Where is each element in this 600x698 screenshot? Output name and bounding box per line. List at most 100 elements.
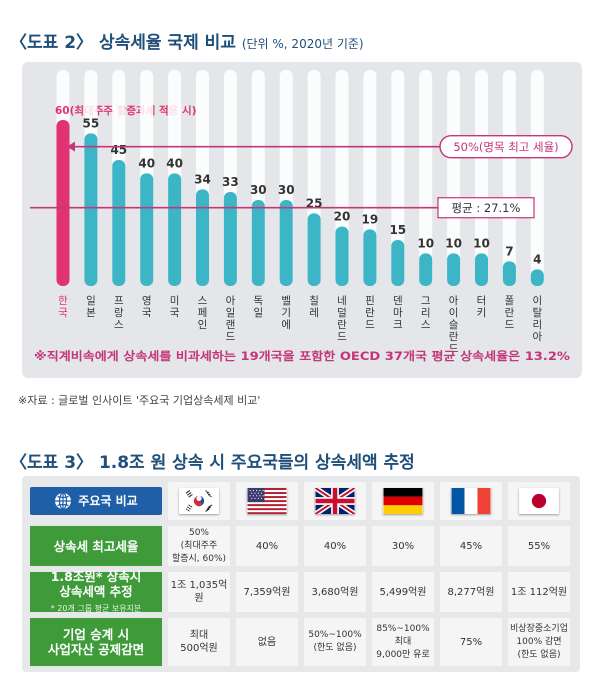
bar-value-label: 19 — [362, 212, 379, 226]
bar-track — [530, 70, 544, 286]
bar-value-label: 20 — [334, 210, 351, 224]
bar-group-8: 30 벨 기 에 — [278, 70, 295, 331]
table-cell: 1조 1,035억원 — [168, 572, 230, 612]
bar-track — [475, 70, 488, 286]
globe-icon — [55, 492, 72, 510]
table-cell: 최대 500억원 — [168, 618, 230, 666]
bar — [502, 261, 516, 286]
table-cell: 40% — [236, 526, 298, 566]
france-flag-icon — [451, 488, 491, 514]
country-flag-cell — [236, 482, 298, 520]
bar — [335, 226, 349, 286]
bar-value-label: 10 — [473, 236, 490, 250]
bar-value-label: 30 — [250, 183, 267, 197]
bar — [307, 213, 321, 286]
bar-group-9: 25 칠 레 — [306, 70, 323, 319]
table-cell: 7,359억원 — [236, 572, 298, 612]
bar — [251, 200, 265, 286]
table-cell: 55% — [508, 526, 570, 566]
bar — [56, 120, 70, 286]
table-cell: 85%~100% 최대 9,000만 유로 — [372, 618, 434, 666]
reference-label-box — [437, 197, 535, 219]
bar — [363, 229, 377, 286]
table-cell: 8,277억원 — [440, 572, 502, 612]
bar-group-5: 34 스 페 인 — [194, 70, 211, 331]
bar-value-label: 40 — [138, 156, 155, 170]
comparison-table: 주요국 비교 상속세 최고세율 50% (최대주주 할증시, 60%) 40% 40% 3… — [22, 476, 580, 672]
table-cell: 3,680억원 — [304, 572, 366, 612]
bar-group-14: 10 아 이 슬 란 드 — [445, 70, 462, 355]
bar-value-label: 25 — [306, 196, 323, 210]
bar — [530, 269, 544, 286]
japan-flag-icon — [519, 488, 559, 514]
table-cell: 50% (최대주주 할증시, 60%) — [168, 526, 230, 566]
bar-group-2: 45 프 랑 스 — [110, 70, 127, 331]
uk-flag-icon — [315, 488, 355, 514]
bar — [279, 200, 293, 286]
bar-group-1: 55 일 본 — [83, 70, 100, 319]
bar-value-label: 30 — [278, 183, 295, 197]
row-label-cell: 1.8조원* 상속시 상속세액 추정 * 20개 그룹 평균 보유지분 — [30, 569, 162, 613]
bar-track — [391, 70, 405, 286]
bar-group-11: 19 핀 란 드 — [362, 70, 379, 331]
table-cell: 45% — [440, 526, 502, 566]
reference-label: 평균 : 27.1% — [452, 201, 521, 215]
row-label-note: * 20개 그룹 평균 보유지분 — [50, 603, 142, 613]
bar — [391, 240, 405, 286]
chart-title-block: 〈도표 2〉 상속세율 국제 비교 (단위 %, 2020년 기준) — [10, 28, 364, 53]
bar-track — [419, 70, 433, 286]
table-cell: 5,499억원 — [372, 572, 434, 612]
bar — [140, 173, 154, 286]
bar-group-12: 15 덴 마 크 — [389, 70, 406, 331]
bar-value-label: 10 — [417, 236, 434, 250]
bar-value-label: 40 — [166, 156, 183, 170]
bar — [196, 189, 209, 286]
table-cell: 비상장중소기업 100% 감면 (한도 없음) — [508, 618, 570, 666]
table-cell: 30% — [372, 526, 434, 566]
bar-group-6: 33 아 일 랜 드 — [222, 70, 239, 343]
table-header-cell: 주요국 비교 — [30, 487, 162, 515]
bar-value-label: 33 — [222, 175, 239, 189]
table-cell: 40% — [304, 526, 366, 566]
chart-subtitle: (단위 %, 2020년 기준) — [241, 37, 364, 51]
bar-value-label: 15 — [389, 223, 406, 237]
bar — [168, 173, 182, 286]
bar-chart-panel: 60(최대주주 할증과세 적용 시) 한 국 55 일 본 45 프 랑 스 40 영 국 40 미 국 34 스… — [22, 62, 582, 378]
bar-track — [447, 70, 461, 286]
country-flag-cell — [168, 482, 230, 520]
reference-label-box — [439, 134, 573, 159]
bar-value-label: 55 — [83, 116, 100, 130]
row-label-cell: 상속세 최고세율 — [30, 526, 162, 566]
bar-track — [502, 70, 516, 286]
row-label: 상속세 최고세율 — [53, 538, 139, 554]
country-flag-cell — [508, 482, 570, 520]
arrow-left-icon — [67, 141, 75, 152]
reference-label: 50%(명목 최고 세율) — [453, 140, 558, 154]
bar-value-label: 10 — [445, 236, 462, 250]
bar-group-13: 10 그 리 스 — [417, 70, 434, 331]
chart-source: ※자료 : 글로벌 인사이트 '주요국 기업상속세제 비교' — [18, 394, 261, 407]
table-header-label: 주요국 비교 — [78, 493, 138, 508]
bar-group-7: 30 독 일 — [250, 70, 267, 319]
bar-group-3: 40 영 국 — [138, 70, 155, 319]
bar — [419, 253, 433, 286]
bar-value-label: 34 — [194, 172, 211, 186]
table-cell: 없음 — [236, 618, 298, 666]
